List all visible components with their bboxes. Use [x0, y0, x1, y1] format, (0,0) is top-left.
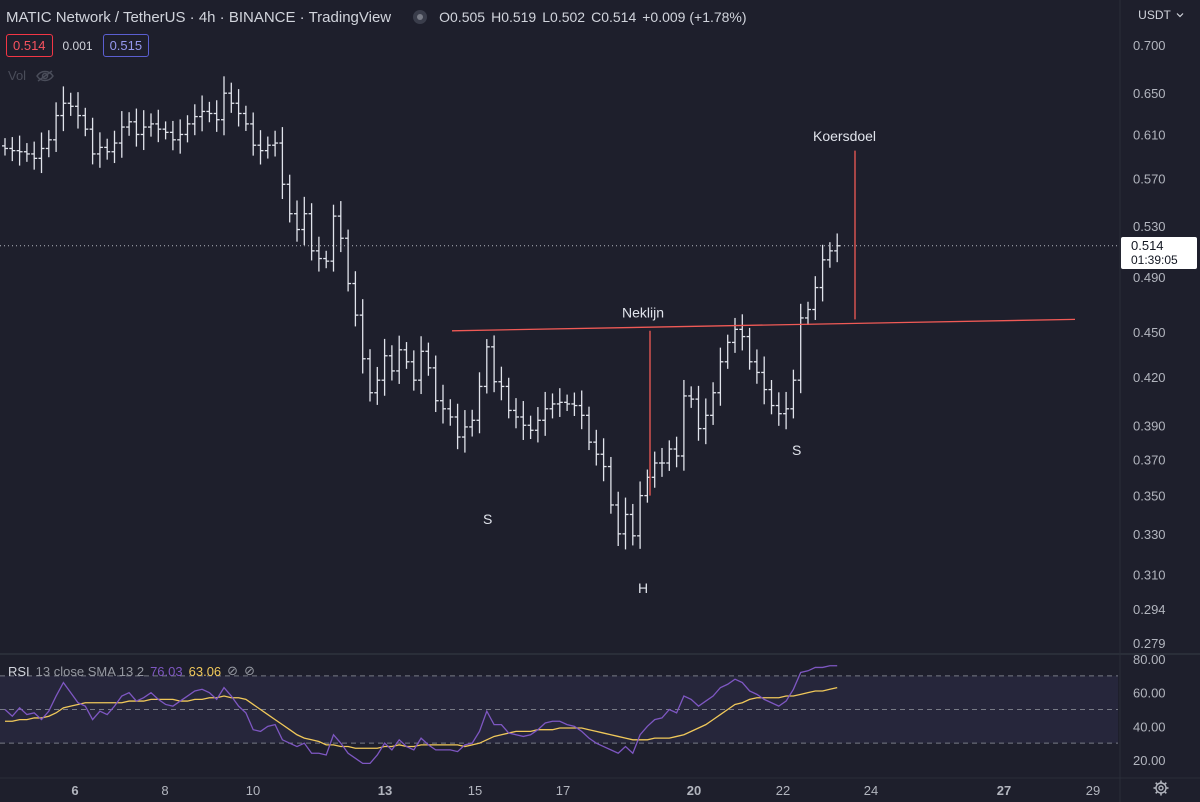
- low-value: 0.502: [550, 9, 586, 25]
- rsi-tick-label: 60.00: [1133, 686, 1166, 701]
- price-tick-label: 0.294: [1133, 602, 1166, 617]
- rsi-line: [4, 665, 838, 765]
- currency-selector[interactable]: USDT: [1127, 4, 1195, 26]
- price-tick-label: 0.490: [1133, 270, 1166, 285]
- time-tick-label: 27: [997, 783, 1011, 798]
- close-value: 0.514: [601, 9, 637, 25]
- price-tick-label: 0.700: [1133, 38, 1166, 53]
- time-tick-label: 15: [468, 783, 482, 798]
- ohlc-bars: [2, 76, 841, 550]
- price-tick-label: 0.610: [1133, 127, 1166, 142]
- chart-header: MATIC Network / TetherUS · 4h · BINANCE …: [0, 6, 747, 28]
- rsi-label[interactable]: RSI: [8, 663, 30, 679]
- volume-legend: Vol: [8, 68, 54, 83]
- chevron-down-icon: [1176, 13, 1184, 18]
- neckline-label: Neklijn: [622, 305, 664, 321]
- market-status-icon: [413, 10, 428, 24]
- price-tick-label: 0.279: [1133, 636, 1166, 651]
- time-tick-label: 6: [71, 783, 78, 798]
- volume-label: Vol: [8, 68, 27, 83]
- hide-icon[interactable]: ⊘: [227, 663, 239, 678]
- symbol-title[interactable]: MATIC Network / TetherUS · 4h · BINANCE …: [6, 8, 392, 26]
- bar-countdown: 01:39:05: [1131, 253, 1178, 267]
- price-tick-label: 0.330: [1133, 527, 1166, 542]
- target-label: Koersdoel: [813, 128, 876, 144]
- left-shoulder-label: S: [483, 511, 492, 527]
- price-tick-label: 0.650: [1133, 86, 1166, 101]
- currency-label: USDT: [1138, 8, 1171, 22]
- rsi-tick-label: 40.00: [1133, 719, 1166, 734]
- open-value: 0.505: [450, 9, 486, 25]
- rsi-params: 13 close SMA 13 2: [35, 663, 145, 679]
- rsi-value: 76.03: [150, 663, 183, 679]
- rsi-sma-line: [5, 686, 838, 749]
- neckline: [451, 318, 1076, 332]
- price-tick-label: 0.350: [1133, 489, 1166, 504]
- time-tick-label: 13: [378, 783, 392, 798]
- eye-hidden-icon[interactable]: [36, 69, 54, 82]
- low-label: L: [542, 9, 551, 25]
- price-tick-label: 0.420: [1133, 370, 1166, 385]
- spread-value: 0.001: [62, 38, 93, 53]
- price-tick-label: 0.370: [1133, 452, 1166, 467]
- time-tick-label: 29: [1086, 783, 1100, 798]
- last-price-label: 0.514 01:39:05: [1121, 237, 1197, 269]
- time-tick-label: 22: [776, 783, 790, 798]
- last-price-value: 0.514: [1131, 238, 1164, 253]
- close-label: C: [591, 9, 602, 25]
- rsi-tick-label: 80.00: [1133, 652, 1166, 667]
- hide-ma-icon[interactable]: ⊘: [244, 663, 255, 678]
- high-value: 0.519: [501, 9, 537, 25]
- high-label: H: [491, 9, 502, 25]
- rsi-sma-value: 63.06: [188, 663, 222, 679]
- gear-icon[interactable]: [1153, 780, 1169, 796]
- rsi-tick-label: 20.00: [1133, 753, 1166, 768]
- time-tick-label: 8: [161, 783, 168, 798]
- price-tick-label: 0.390: [1133, 418, 1166, 433]
- open-label: O: [439, 9, 451, 25]
- time-tick-label: 10: [246, 783, 260, 798]
- price-tick-label: 0.450: [1133, 325, 1166, 340]
- sell-price-button[interactable]: 0.514: [6, 34, 53, 57]
- order-bar: 0.514 0.001 0.515: [6, 34, 150, 57]
- ohlc-legend: O0.505 H0.519 L0.502 C0.514 +0.009 (+1.7…: [439, 9, 746, 25]
- price-tick-label: 0.310: [1133, 568, 1166, 583]
- right-shoulder-label: S: [792, 442, 801, 458]
- price-tick-label: 0.530: [1133, 219, 1166, 234]
- head-label: H: [638, 580, 648, 596]
- buy-price-button[interactable]: 0.515: [102, 34, 150, 57]
- time-tick-label: 20: [687, 783, 701, 798]
- time-tick-label: 24: [864, 783, 878, 798]
- rsi-legend: RSI 13 close SMA 13 2 76.03 63.06 ⊘ ⊘: [8, 663, 255, 679]
- price-tick-label: 0.570: [1133, 172, 1166, 187]
- change-value: +0.009 (+1.78%): [642, 9, 747, 25]
- time-tick-label: 17: [556, 783, 570, 798]
